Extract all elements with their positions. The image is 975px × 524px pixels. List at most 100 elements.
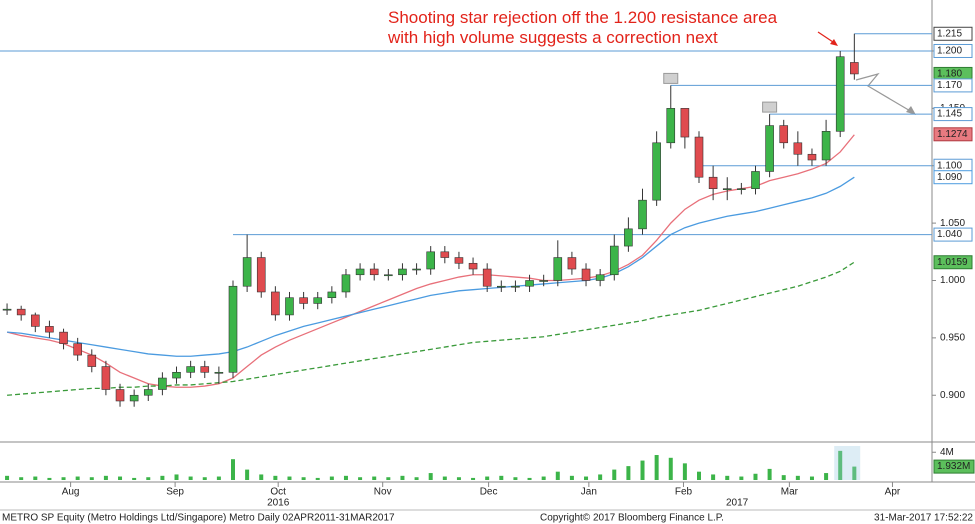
candle-body <box>835 56 845 132</box>
volume-bar <box>19 477 24 480</box>
volume-bar <box>809 476 814 480</box>
price-tag-label: 1.1274 <box>937 129 968 140</box>
candle-body <box>87 354 97 367</box>
volume-bar <box>682 463 687 480</box>
candle-body <box>539 280 548 282</box>
price-tag <box>933 127 973 142</box>
volume-bar <box>259 474 264 480</box>
volume-bar <box>103 475 108 480</box>
candle-body <box>59 331 68 344</box>
arrowhead <box>906 106 916 115</box>
price-tag <box>933 43 973 58</box>
volume-bar <box>640 460 645 480</box>
candle-body <box>821 131 831 161</box>
candle-body <box>652 142 661 201</box>
volume-bar <box>654 455 659 480</box>
candle-body <box>45 326 54 333</box>
candle-body <box>115 389 125 402</box>
volume-bar <box>47 477 52 480</box>
candle-body <box>299 297 308 304</box>
x-tick-label: Nov <box>374 487 392 498</box>
candle-body <box>595 274 605 281</box>
volume-bar <box>118 476 123 480</box>
candle-body <box>73 343 82 356</box>
price-tag <box>933 170 973 185</box>
volume-bar <box>414 477 419 480</box>
candle-body <box>567 257 577 270</box>
x-tick-label: Sep <box>166 487 184 498</box>
candle-body <box>271 291 280 316</box>
volume-bar <box>273 475 278 480</box>
volume-bar <box>739 476 744 480</box>
volume-bar <box>216 476 221 480</box>
candle-body <box>172 371 181 379</box>
volume-bar <box>795 475 800 480</box>
volume-bar <box>174 474 179 480</box>
candle-body <box>31 314 40 327</box>
x-tick-label: Jan <box>581 487 597 498</box>
volume-bar <box>89 477 94 480</box>
candle-body <box>313 297 323 304</box>
projection-arrow <box>855 72 913 113</box>
candle-body <box>242 257 252 287</box>
candle-body <box>214 371 224 374</box>
volume-bar <box>711 474 716 480</box>
y-tick-label: 0.950 <box>940 333 965 344</box>
volume-bar <box>456 477 461 480</box>
candle-body <box>722 188 732 190</box>
x-tick-label: Dec <box>480 487 498 498</box>
candle-body <box>384 274 393 277</box>
candle-body <box>355 268 365 276</box>
volume-bar <box>668 457 673 480</box>
volume-bar <box>315 477 320 480</box>
candle-body <box>624 228 633 247</box>
candle-body <box>737 188 746 190</box>
volume-bar <box>442 476 447 480</box>
highlight-box <box>663 72 679 84</box>
price-tag-label: 1.180 <box>937 69 962 80</box>
candle-body <box>186 366 195 373</box>
candle-body <box>497 285 506 288</box>
volume-bar <box>725 475 730 480</box>
volume-bar <box>75 476 80 480</box>
volume-bar <box>824 473 829 480</box>
footer-center: Copyright© 2017 Bloomberg Finance L.P. <box>540 513 724 524</box>
volume-bar <box>358 477 363 480</box>
volume-bar <box>160 475 165 480</box>
candle-body <box>341 274 351 293</box>
candle-body <box>680 108 690 138</box>
x-tick-label: Aug <box>62 487 80 498</box>
price-tag <box>933 227 973 242</box>
candle-body <box>101 366 111 390</box>
candle-body <box>129 394 139 402</box>
price-tag <box>933 255 973 270</box>
volume-bar <box>527 477 532 480</box>
x-tick-label: Oct <box>270 487 286 498</box>
price-tag-label: 1.090 <box>937 172 962 183</box>
moving-average <box>7 176 855 357</box>
candle-body <box>16 308 26 316</box>
volume-bar <box>372 476 377 480</box>
volume-bar <box>202 477 207 480</box>
volume-bar <box>513 477 518 480</box>
highlight-box <box>762 101 778 113</box>
footer-left: METRO SP Equity (Metro Holdings Ltd/Sing… <box>2 513 395 524</box>
x-tick-label: Apr <box>885 487 901 498</box>
price-tag <box>933 26 973 41</box>
y-tick-label: 1.050 <box>940 218 965 229</box>
candle-body <box>468 262 478 270</box>
candle-body <box>412 268 421 271</box>
x-tick-label: Feb <box>675 487 693 498</box>
volume-bar <box>499 475 504 480</box>
volume-bar <box>753 473 758 480</box>
volume-bar <box>301 477 306 480</box>
volume-tag-label: 1.932M <box>937 461 970 472</box>
annotation: Shooting star rejection off the 1.200 re… <box>388 8 778 27</box>
volume-bar <box>287 476 292 480</box>
candle-body <box>807 153 817 161</box>
arrowhead <box>830 39 838 46</box>
candle-body <box>2 308 12 311</box>
year-label: 2017 <box>726 498 749 509</box>
volume-bar <box>343 475 348 480</box>
